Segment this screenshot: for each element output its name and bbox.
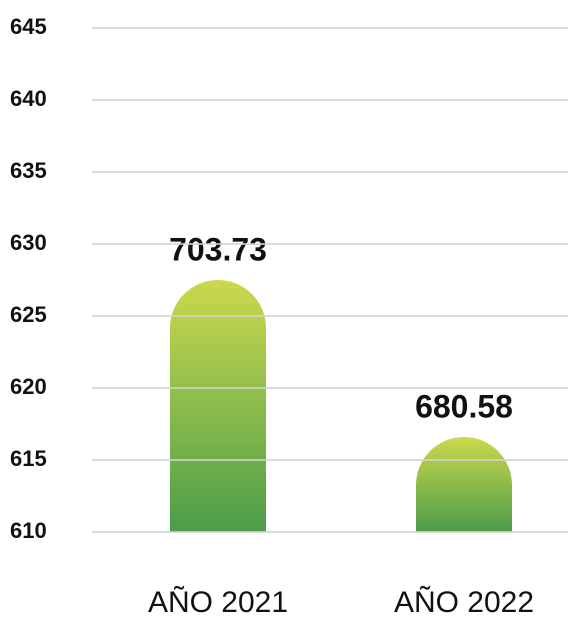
bar: [416, 436, 512, 532]
y-tick-label: 640: [10, 86, 47, 111]
y-tick-label: 625: [10, 302, 47, 327]
y-tick-label: 635: [10, 158, 47, 183]
y-tick-label: 620: [10, 374, 47, 399]
x-tick-label: AÑO 2022: [394, 585, 534, 619]
bar: [170, 280, 266, 532]
y-tick-label: 645: [10, 14, 47, 39]
annotation: 680.58: [415, 388, 513, 424]
y-tick-label: 610: [10, 518, 47, 543]
y-tick-label: 615: [10, 446, 47, 471]
annotation: 703.73: [169, 231, 267, 267]
x-tick-label: AÑO 2021: [148, 585, 288, 619]
y-tick-label: 630: [10, 230, 47, 255]
